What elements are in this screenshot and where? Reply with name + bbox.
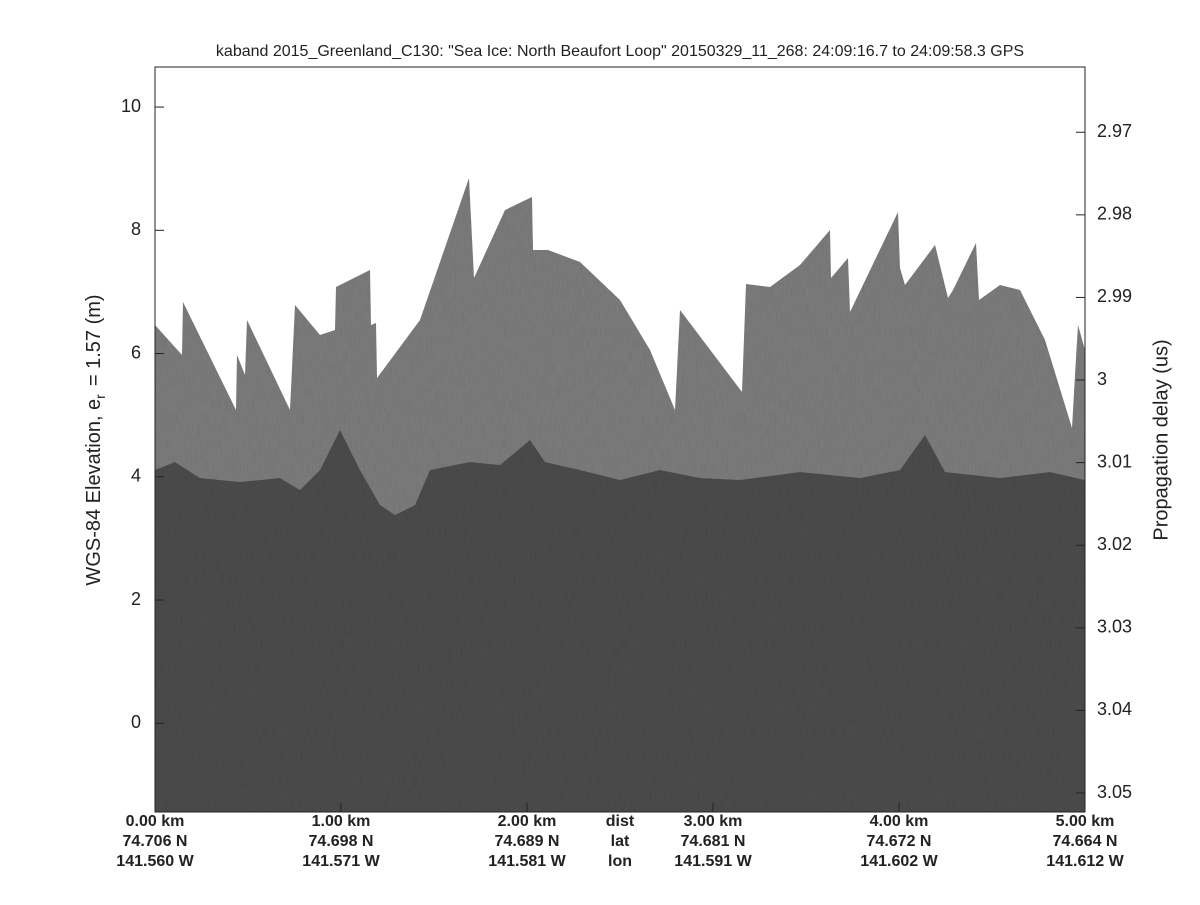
y-axis-label: WGS-84 Elevation, er = 1.57 (m) — [83, 294, 107, 585]
y2-tick-label: 3.05 — [1097, 782, 1132, 802]
lon-label: 141.602 W — [860, 853, 938, 870]
subsurface — [155, 430, 1085, 812]
y2-tick-label: 2.99 — [1097, 286, 1132, 306]
y2-tick-label: 3.01 — [1097, 451, 1132, 471]
y2-axis-label: Propagation delay (us) — [1150, 339, 1172, 540]
echogram-image — [155, 178, 1085, 812]
y-label-tail: = 1.57 (m) — [83, 294, 105, 386]
lon-label: 141.560 W — [116, 853, 194, 870]
lat-label: 74.698 N — [309, 833, 374, 850]
row-label: lat — [611, 833, 630, 850]
y-tick-label: 4 — [131, 466, 141, 486]
y2-tick-label: 2.97 — [1097, 121, 1132, 141]
y2-tick-label: 3 — [1097, 369, 1107, 389]
y-label-sub: r — [92, 394, 108, 399]
lon-label: 141.571 W — [302, 853, 380, 870]
y2-tick-label: 3.04 — [1097, 699, 1132, 719]
lon-label: 141.591 W — [674, 853, 752, 870]
y2-tick-label: 3.02 — [1097, 534, 1132, 554]
y-tick-label: 8 — [131, 219, 141, 239]
y2-tick-label: 2.98 — [1097, 204, 1132, 224]
lat-label: 74.672 N — [867, 833, 932, 850]
x-tick-label: 4.00 km — [870, 813, 929, 830]
lat-label: 74.706 N — [123, 833, 188, 850]
chart-title: kaband 2015_Greenland_C130: "Sea Ice: No… — [216, 43, 1024, 60]
y-label-main: WGS-84 Elevation, e — [83, 399, 105, 586]
y-tick-label: 2 — [131, 589, 141, 609]
x-tick-label: 0.00 km — [126, 813, 185, 830]
row-label: dist — [606, 813, 635, 830]
x-tick-label: 2.00 km — [498, 813, 557, 830]
lat-label: 74.664 N — [1053, 833, 1118, 850]
x-tick-label: 3.00 km — [684, 813, 743, 830]
y-tick-label: 10 — [121, 96, 141, 116]
y-tick-label: 6 — [131, 342, 141, 362]
x-tick-label: 5.00 km — [1056, 813, 1115, 830]
row-label: lon — [608, 853, 632, 870]
lon-label: 141.581 W — [488, 853, 566, 870]
x-tick-label: 1.00 km — [312, 813, 371, 830]
plot-frame — [154, 66, 1086, 813]
lat-label: 74.689 N — [495, 833, 560, 850]
lon-label: 141.612 W — [1046, 853, 1124, 870]
y2-tick-label: 3.03 — [1097, 617, 1132, 637]
lat-label: 74.681 N — [681, 833, 746, 850]
y-tick-label: 0 — [131, 712, 141, 732]
